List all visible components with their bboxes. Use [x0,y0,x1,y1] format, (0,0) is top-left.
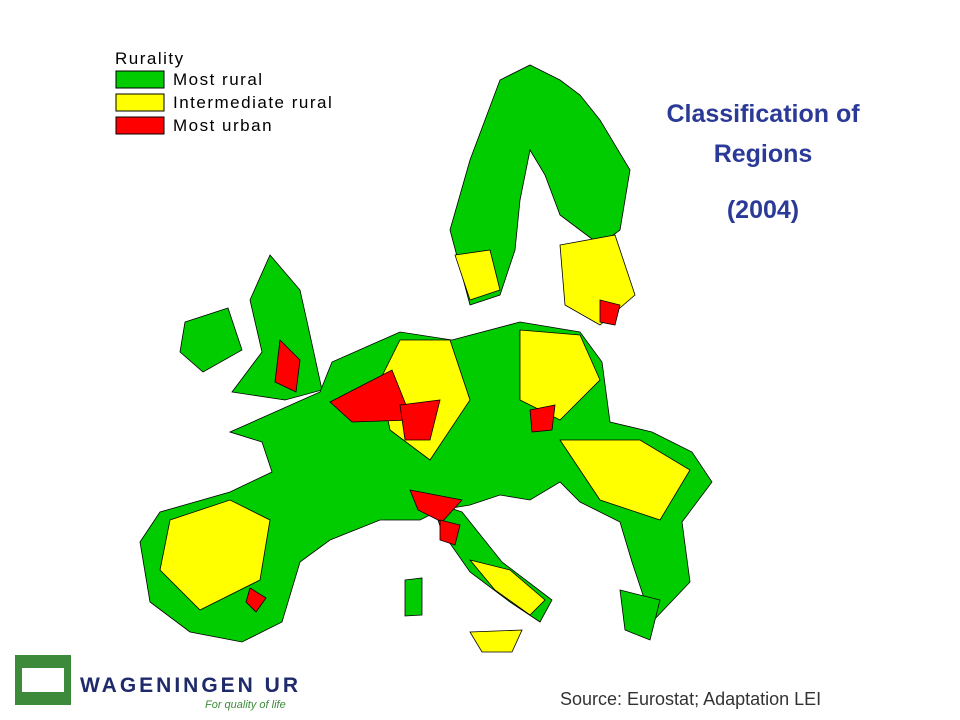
legend-label: Most rural [173,70,264,89]
title-line: (2004) [727,196,799,224]
legend-swatch [115,93,165,112]
region [404,577,423,617]
title-line: Regions [714,140,813,168]
region [469,629,523,653]
region [245,587,267,613]
region [529,404,556,433]
region [519,329,601,421]
region [454,249,501,301]
region [179,307,243,373]
region [468,559,546,616]
region [559,234,636,326]
region [274,339,301,393]
legend-swatch [115,116,165,135]
legend-label: Most urban [173,116,273,135]
region [559,439,691,521]
region [599,299,621,326]
logo-name: WAGENINGEN UR [80,674,301,697]
region [619,589,661,641]
region [439,519,461,546]
legend-title: Rurality [115,49,185,68]
region [399,399,441,441]
legend: Most rural Intermediate rural Most urban [115,70,333,135]
legend-swatch [115,70,165,89]
map [139,64,713,653]
logo-mark [22,668,64,692]
logo-tagline: For quality of life [205,699,286,711]
region [159,499,271,611]
title-line: Classification of [666,100,860,128]
legend-label: Intermediate rural [173,93,333,112]
source: Source: Eurostat; Adaptation LEI [560,689,821,709]
